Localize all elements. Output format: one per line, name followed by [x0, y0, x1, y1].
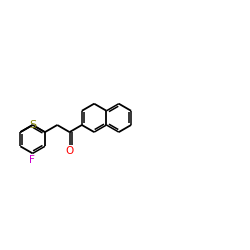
Text: O: O: [66, 146, 74, 156]
Text: S: S: [29, 120, 36, 130]
Text: F: F: [29, 154, 35, 164]
